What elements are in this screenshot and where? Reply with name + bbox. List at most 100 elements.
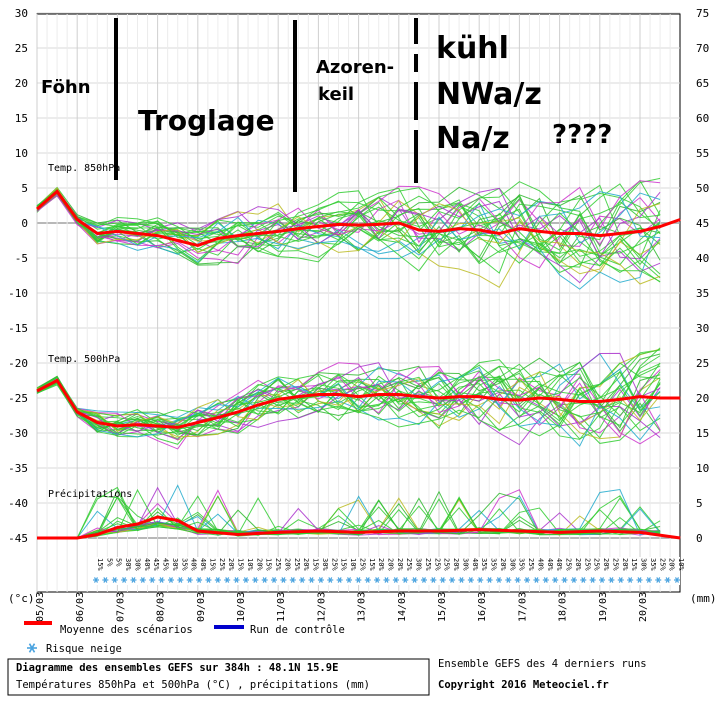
- snowflake-icon: [327, 577, 334, 583]
- ensemble-member-line: [36, 191, 661, 260]
- snow-risk-percent: 25%: [443, 558, 451, 571]
- left-tick-label: -40: [8, 497, 28, 510]
- snowflake-icon: [364, 577, 371, 583]
- annotation-foehn: Föhn: [41, 77, 91, 98]
- date-tick-label: 16/03: [477, 592, 488, 622]
- date-tick-label: 18/03: [558, 592, 569, 622]
- annotation-kuehl: kühl: [436, 31, 509, 66]
- ensemble-member-line: [36, 359, 661, 432]
- snow-risk-percent: 15%: [630, 558, 638, 571]
- snow-risk-percent: 25%: [358, 558, 366, 571]
- snowflake-icon: [505, 577, 512, 583]
- right-tick-label: 0: [696, 532, 703, 545]
- snowflake-icon: [308, 577, 315, 583]
- annotation-nwaz: NWa/z: [436, 77, 542, 112]
- snow-risk-percent: 30%: [640, 558, 648, 571]
- snowflake-icon: [196, 577, 203, 583]
- legend-control-label: Run de contrôle: [250, 624, 345, 636]
- snowflake-icon: [167, 577, 174, 583]
- snowflake-icon: [242, 577, 249, 583]
- snowflake-icon: [177, 577, 184, 583]
- date-tick-label: 15/03: [437, 592, 448, 622]
- left-tick-label: 10: [15, 147, 28, 160]
- snowflake-icon: [664, 577, 671, 583]
- ensemble-member-line: [36, 352, 661, 432]
- ensemble-member-line: [36, 187, 661, 273]
- left-tick-label: 5: [21, 182, 28, 195]
- snow-risk-percent: 20%: [621, 558, 629, 571]
- snow-risk-percent: 30%: [171, 558, 179, 571]
- snowflake-icon: [317, 577, 324, 583]
- ensemble-member-line: [36, 352, 661, 426]
- snow-risk-percent: 10%: [677, 558, 685, 571]
- snow-risk-percent: 45%: [162, 558, 170, 571]
- ensemble-member-line: [36, 192, 661, 285]
- snow-risk-percent: 25%: [330, 558, 338, 571]
- annotation-question: ????: [552, 120, 612, 150]
- right-tick-label: 55: [696, 147, 709, 160]
- ensemble-member-line: [36, 192, 661, 283]
- snowflake-icon: [449, 577, 456, 583]
- snowflake-icon: [205, 577, 212, 583]
- snowflake-icon: [636, 577, 643, 583]
- snowflake-icon: [467, 577, 474, 583]
- snow-risk-percent: 15%: [237, 558, 245, 571]
- snow-risk-percent: 25%: [218, 558, 226, 571]
- snowflake-icon: [486, 577, 493, 583]
- snowflake-icon: [392, 577, 399, 583]
- snowflake-icon: [439, 577, 446, 583]
- left-tick-label: -25: [8, 392, 28, 405]
- snowflake-icon: [645, 577, 652, 583]
- snowflake-icon: [477, 577, 484, 583]
- right-axis-unit: (mm): [690, 592, 717, 605]
- right-tick-label: 30: [696, 322, 709, 335]
- legend-snow-label: Risque neige: [46, 643, 122, 655]
- snow-risk-percent: 15%: [312, 558, 320, 571]
- snowflake-icon: [252, 577, 259, 583]
- date-tick-label: 05/03: [35, 592, 46, 622]
- snow-risk-percent: 35%: [480, 558, 488, 571]
- date-tick-label: 10/03: [236, 592, 247, 622]
- snow-risk-percent: 15%: [368, 558, 376, 571]
- date-tick-label: 14/03: [397, 592, 408, 622]
- snow-risk-percent: 5%: [105, 558, 113, 567]
- snowflake-icon: [111, 577, 118, 583]
- snowflake-icon: [495, 577, 502, 583]
- snow-risk-percent: 20%: [452, 558, 460, 571]
- snow-risk-percent: 25%: [583, 558, 591, 571]
- right-tick-label: 45: [696, 217, 709, 230]
- left-tick-label: -35: [8, 462, 28, 475]
- snowflake-icon: [608, 577, 615, 583]
- snowflake-icon: [674, 577, 680, 583]
- snow-risk-percent: 10%: [246, 558, 254, 571]
- snowflake-icon: [402, 577, 409, 583]
- left-axis-unit: (°c): [8, 592, 35, 605]
- left-tick-label: 25: [15, 42, 28, 55]
- left-tick-label: -15: [8, 322, 28, 335]
- snowflake-icon: [121, 577, 128, 583]
- snow-risk-percent: 25%: [293, 558, 301, 571]
- snowflake-icon: [299, 577, 306, 583]
- mean-series-line-1: [36, 378, 681, 429]
- snow-risk-percent: 40%: [143, 558, 151, 571]
- snowflake-icon: [542, 577, 549, 583]
- snowflake-icon: [552, 577, 559, 583]
- snowflake-icon: [102, 577, 109, 583]
- right-tick-label: 50: [696, 182, 709, 195]
- snow-risk-percent: 30%: [321, 558, 329, 571]
- panel-label-t500: Temp. 500hPa: [48, 354, 120, 365]
- snow-risk-row: 15% 5% 5% 30% 30% 40% 45% 45% 30% 35% 40% 40% 15% 25%…: [92, 557, 685, 585]
- panel-label-precip: Précipitations: [48, 488, 132, 500]
- ensemble-member-line: [37, 497, 661, 539]
- ensemble-member-line: [36, 355, 661, 432]
- left-tick-label: 30: [15, 7, 28, 20]
- left-tick-label: -5: [15, 252, 28, 265]
- left-tick-label: 15: [15, 112, 28, 125]
- left-tick-label: 20: [15, 77, 28, 90]
- snowflake-icon: [130, 577, 137, 583]
- date-tick-label: 08/03: [156, 592, 167, 622]
- snowflake-icon: [589, 577, 596, 583]
- snow-risk-percent: 15%: [208, 558, 216, 571]
- date-tick-label: 12/03: [316, 592, 327, 622]
